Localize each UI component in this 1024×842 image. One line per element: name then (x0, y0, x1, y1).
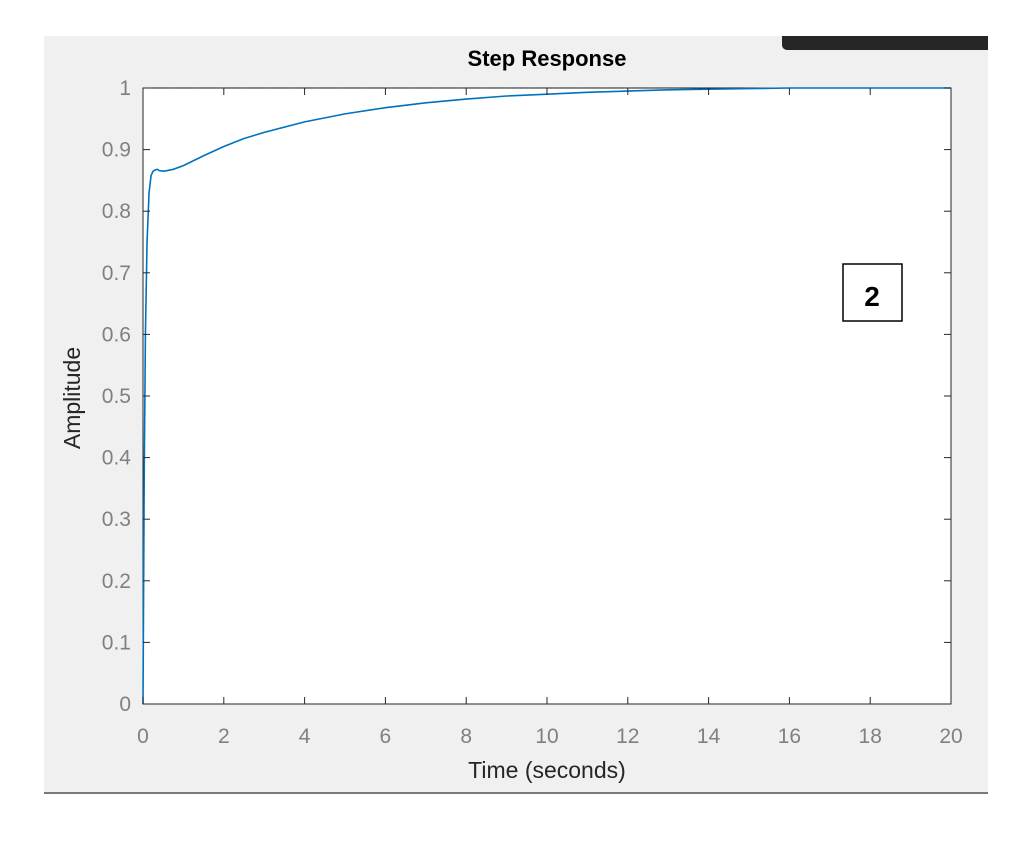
y-tick-label: 0.7 (102, 262, 131, 285)
x-tick-label: 20 (939, 725, 962, 748)
annotation-box (842, 263, 903, 322)
x-tick-label: 10 (535, 725, 558, 748)
y-tick-label: 0.3 (102, 508, 131, 531)
x-tick-label: 2 (218, 725, 230, 748)
x-tick-label: 18 (859, 725, 882, 748)
chart-title: Step Response (468, 46, 627, 71)
x-tick-label: 0 (137, 725, 149, 748)
annotation-label: 2 (864, 281, 880, 312)
y-tick-label: 0.6 (102, 323, 131, 346)
y-tick-label: 0.9 (102, 139, 131, 162)
bottom-rule (44, 792, 988, 794)
y-tick-label: 1 (119, 77, 131, 100)
series-group (142, 87, 951, 705)
ticks-group: 0 2 4 6 8 10 12 14 16 18 2000.10.20.30.40.50.60.70… (102, 77, 963, 748)
x-tick-label: 6 (380, 725, 392, 748)
y-tick-label: 0.1 (102, 631, 131, 654)
window-edge-bar (782, 36, 988, 50)
x-tick-label: 4 (299, 725, 311, 748)
x-tick-label: 12 (616, 725, 639, 748)
y-tick-label: 0.2 (102, 570, 131, 593)
y-axis-label: Amplitude (59, 347, 85, 449)
y-tick-label: 0.4 (102, 447, 132, 470)
x-tick-label: 14 (697, 725, 721, 748)
x-tick-label: 16 (778, 725, 801, 748)
x-axis-label: Time (seconds) (468, 757, 626, 783)
y-tick-label: 0 (119, 693, 131, 716)
y-tick-label: 0.5 (102, 385, 131, 408)
series-line-1 (142, 87, 951, 705)
x-tick-label: 8 (460, 725, 472, 748)
plot-area (142, 87, 952, 705)
y-tick-label: 0.8 (102, 200, 131, 223)
